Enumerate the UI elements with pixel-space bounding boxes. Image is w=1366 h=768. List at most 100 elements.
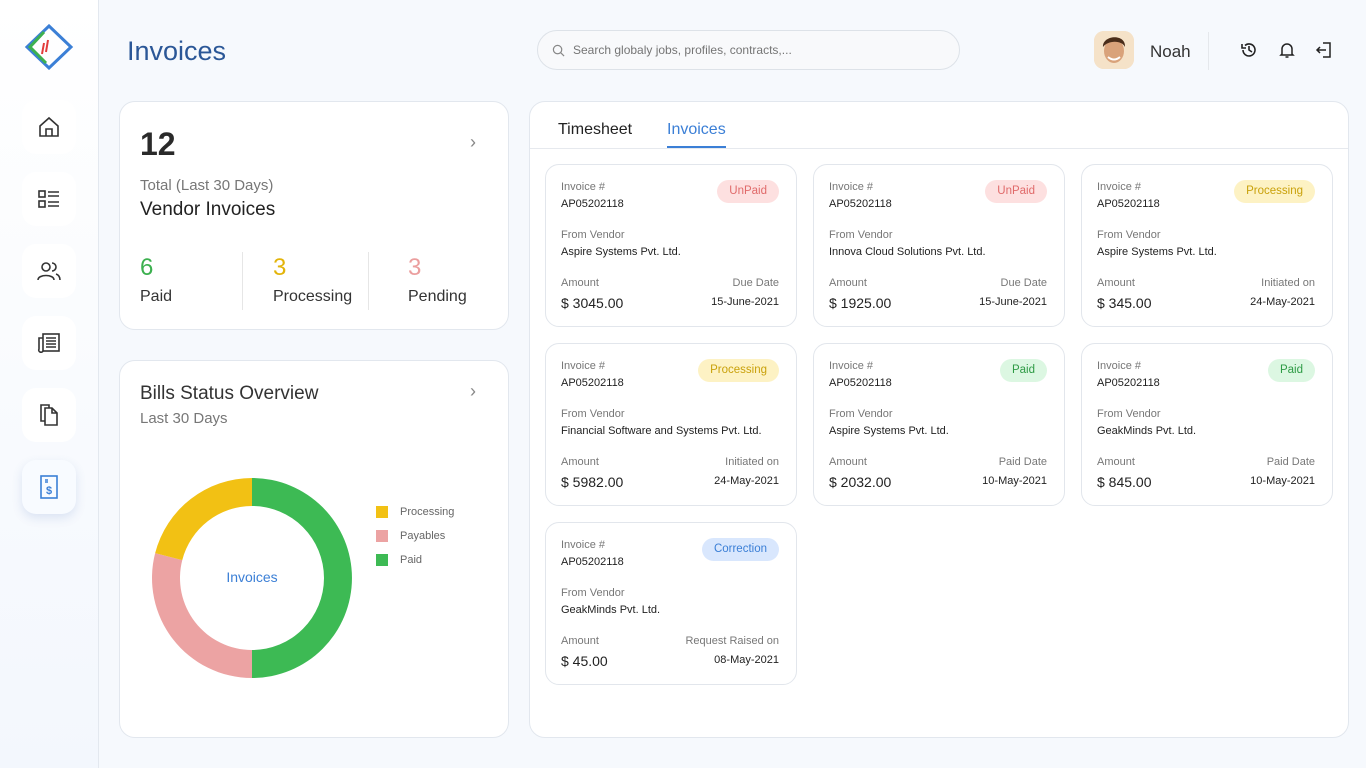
users-icon bbox=[37, 262, 61, 281]
stat-paid: 6 Paid bbox=[140, 254, 173, 305]
donut-chart bbox=[152, 478, 352, 678]
invoice-number-label: Invoice # bbox=[561, 360, 606, 372]
search-input[interactable] bbox=[573, 43, 933, 57]
date-label: Initiated on bbox=[1261, 277, 1315, 289]
status-badge: Paid bbox=[1267, 359, 1315, 382]
home-icon bbox=[39, 116, 59, 137]
date-value: 10-May-2021 bbox=[982, 475, 1047, 487]
donut-slice-payables bbox=[152, 553, 252, 678]
invoice-number-label: Invoice # bbox=[1097, 181, 1142, 193]
amount-label: Amount bbox=[561, 456, 599, 468]
donut-center-label: Invoices bbox=[226, 569, 278, 585]
invoice-card[interactable]: Invoice # AP05202118 Processing From Ven… bbox=[1081, 164, 1333, 327]
list-icon bbox=[38, 190, 59, 208]
vendor-name: Aspire Systems Pvt. Ltd. bbox=[1097, 246, 1217, 258]
invoice-card[interactable]: Invoice # AP05202118 UnPaid From Vendor … bbox=[813, 164, 1065, 327]
amount-value: $ 845.00 bbox=[1097, 474, 1152, 490]
nav-news[interactable] bbox=[22, 316, 76, 370]
amount-label: Amount bbox=[561, 635, 599, 647]
amount-label: Amount bbox=[1097, 456, 1135, 468]
date-value: 24-May-2021 bbox=[714, 475, 779, 487]
page-title: Invoices bbox=[127, 36, 227, 66]
invoice-number: AP05202118 bbox=[561, 556, 624, 568]
invoice-number: AP05202118 bbox=[1097, 198, 1160, 210]
invoice-card[interactable]: Invoice # AP05202118 UnPaid From Vendor … bbox=[545, 164, 797, 327]
nav-invoices[interactable]: $ bbox=[22, 460, 76, 514]
date-label: Paid Date bbox=[1266, 456, 1315, 468]
status-badge: Processing bbox=[1234, 180, 1315, 203]
status-badge: UnPaid bbox=[717, 180, 779, 203]
stat-pending: 3 Pending bbox=[408, 254, 467, 305]
vendor-label: From Vendor bbox=[829, 229, 893, 241]
vendor-name: Financial Software and Systems Pvt. Ltd. bbox=[561, 425, 762, 437]
svg-text:$: $ bbox=[46, 485, 52, 497]
stat-processing: 3 Processing bbox=[273, 254, 353, 305]
tab-invoices[interactable]: Invoices bbox=[667, 121, 726, 148]
legend-processing: Processing bbox=[376, 506, 454, 518]
amount-value: $ 45.00 bbox=[561, 653, 608, 669]
date-label: Due Date bbox=[732, 277, 779, 289]
invoice-number: AP05202118 bbox=[1097, 377, 1160, 389]
overview-title: Bills Status Overview bbox=[140, 383, 319, 404]
nav-home[interactable] bbox=[22, 100, 76, 154]
invoice-card[interactable]: Invoice # AP05202118 Correction From Ven… bbox=[545, 522, 797, 685]
status-badge: Processing bbox=[698, 359, 779, 382]
amount-value: $ 1925.00 bbox=[829, 295, 892, 311]
nav-documents[interactable] bbox=[22, 388, 76, 442]
tab-bar: Timesheet Invoices bbox=[530, 102, 1348, 149]
date-value: 24-May-2021 bbox=[1250, 296, 1315, 308]
amount-value: $ 2032.00 bbox=[829, 474, 892, 490]
amount-label: Amount bbox=[829, 277, 867, 289]
vendor-label: From Vendor bbox=[1097, 408, 1161, 420]
invoice-number: AP05202118 bbox=[561, 377, 624, 389]
nav-list[interactable] bbox=[22, 172, 76, 226]
date-value: 15-June-2021 bbox=[979, 296, 1047, 308]
date-label: Due Date bbox=[1000, 277, 1047, 289]
invoice-number-label: Invoice # bbox=[829, 181, 874, 193]
avatar[interactable] bbox=[1094, 31, 1134, 69]
vendor-label: From Vendor bbox=[1097, 229, 1161, 241]
document-icon bbox=[40, 404, 58, 426]
date-label: Initiated on bbox=[725, 456, 779, 468]
amount-label: Amount bbox=[561, 277, 599, 289]
invoice-dollar-icon: $ bbox=[40, 475, 58, 499]
date-label: Request Raised on bbox=[685, 635, 779, 647]
invoice-number: AP05202118 bbox=[829, 377, 892, 389]
amount-label: Amount bbox=[1097, 277, 1135, 289]
date-value: 10-May-2021 bbox=[1250, 475, 1315, 487]
vendor-label: From Vendor bbox=[561, 229, 625, 241]
global-search[interactable] bbox=[537, 30, 960, 70]
invoice-card[interactable]: Invoice # AP05202118 Paid From Vendor Ge… bbox=[1081, 343, 1333, 506]
date-value: 15-June-2021 bbox=[711, 296, 779, 308]
user-name[interactable]: Noah bbox=[1150, 42, 1191, 61]
bell-icon[interactable] bbox=[1277, 40, 1297, 60]
vendor-name: Innova Cloud Solutions Pvt. Ltd. bbox=[829, 246, 986, 258]
legend-payables: Payables bbox=[376, 530, 445, 542]
donut-slice-processing bbox=[155, 478, 252, 561]
invoice-card[interactable]: Invoice # AP05202118 Processing From Ven… bbox=[545, 343, 797, 506]
vendor-label: From Vendor bbox=[561, 408, 625, 420]
chevron-right-icon[interactable]: › bbox=[470, 132, 476, 152]
vendor-label: From Vendor bbox=[829, 408, 893, 420]
sidebar: $ bbox=[0, 0, 99, 768]
summary-subtitle: Total (Last 30 Days) bbox=[140, 177, 274, 194]
overview-subtitle: Last 30 Days bbox=[140, 410, 228, 427]
chevron-right-icon[interactable]: › bbox=[470, 381, 476, 401]
vendor-invoices-summary[interactable]: 12 › Total (Last 30 Days) Vendor Invoice… bbox=[119, 101, 509, 330]
amount-value: $ 3045.00 bbox=[561, 295, 624, 311]
date-label: Paid Date bbox=[998, 456, 1047, 468]
invoice-number-label: Invoice # bbox=[829, 360, 874, 372]
stat-divider bbox=[242, 252, 243, 310]
invoice-number: AP05202118 bbox=[829, 198, 892, 210]
history-icon[interactable] bbox=[1239, 40, 1259, 60]
vendor-name: Aspire Systems Pvt. Ltd. bbox=[561, 246, 681, 258]
invoice-card[interactable]: Invoice # AP05202118 Paid From Vendor As… bbox=[813, 343, 1065, 506]
date-value: 08-May-2021 bbox=[714, 654, 779, 666]
logout-icon[interactable] bbox=[1314, 40, 1334, 60]
invoice-number-label: Invoice # bbox=[561, 539, 606, 551]
total-count: 12 bbox=[140, 126, 176, 162]
tab-timesheet[interactable]: Timesheet bbox=[558, 121, 633, 138]
nav-people[interactable] bbox=[22, 244, 76, 298]
search-icon bbox=[552, 44, 565, 56]
status-badge: Correction bbox=[701, 538, 779, 561]
